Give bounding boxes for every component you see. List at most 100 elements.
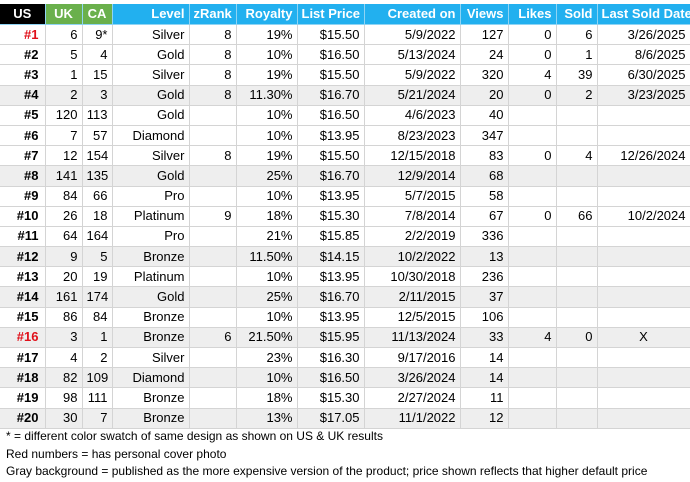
- cell-zrank: 9: [189, 206, 237, 227]
- cell-ca: 66: [82, 186, 113, 207]
- cell-level: Bronze: [112, 408, 190, 429]
- cell-views: 12: [460, 408, 509, 429]
- cell-likes: 0: [508, 85, 557, 106]
- note-asterisk: * = different color swatch of same desig…: [6, 429, 383, 443]
- cell-likes: [508, 125, 557, 147]
- cell-list-price: $15.85: [297, 226, 365, 248]
- cell-uk: 86: [45, 307, 83, 328]
- cell-uk: 64: [45, 226, 83, 248]
- cell-us: #2: [0, 44, 46, 66]
- cell-created-on: 5/9/2022: [364, 24, 461, 46]
- cell-zrank: 8: [189, 85, 237, 106]
- cell-sold: [556, 266, 598, 288]
- header-created-on: Created on: [364, 4, 461, 25]
- cell-ca: 57: [82, 125, 113, 147]
- cell-last-sold-date: [597, 186, 690, 207]
- cell-created-on: 10/2/2022: [364, 246, 461, 268]
- cell-last-sold-date: [597, 367, 690, 389]
- cell-created-on: 12/5/2015: [364, 307, 461, 328]
- cell-us: #3: [0, 64, 46, 86]
- cell-us: #12: [0, 246, 46, 268]
- cell-created-on: 5/21/2024: [364, 85, 461, 106]
- cell-sold: [556, 307, 598, 328]
- table-row: #5 120 113 Gold 10% $16.50 4/6/2023 40: [0, 105, 690, 126]
- cell-created-on: 2/2/2019: [364, 226, 461, 248]
- cell-last-sold-date: [597, 286, 690, 308]
- cell-zrank: 8: [189, 44, 237, 66]
- header-zrank: zRank: [189, 4, 237, 25]
- cell-royalty: 21.50%: [236, 327, 298, 349]
- header-royalty: Royalty: [236, 4, 298, 25]
- cell-last-sold-date: 6/30/2025: [597, 64, 690, 86]
- cell-ca: 9*: [82, 24, 113, 46]
- cell-royalty: 11.30%: [236, 85, 298, 106]
- cell-last-sold-date: [597, 246, 690, 268]
- cell-royalty: 10%: [236, 266, 298, 288]
- cell-likes: [508, 226, 557, 248]
- cell-list-price: $16.70: [297, 286, 365, 308]
- cell-created-on: 7/8/2014: [364, 206, 461, 227]
- cell-royalty: 10%: [236, 44, 298, 66]
- header-row: US UK CA Level zRank Royalty List Price …: [0, 4, 690, 25]
- cell-ca: 135: [82, 165, 113, 187]
- cell-us: #4: [0, 85, 46, 106]
- cell-zrank: [189, 266, 237, 288]
- cell-uk: 2: [45, 85, 83, 106]
- cell-level: Silver: [112, 64, 190, 86]
- cell-uk: 30: [45, 408, 83, 429]
- cell-created-on: 11/1/2022: [364, 408, 461, 429]
- table-row: #20 30 7 Bronze 13% $17.05 11/1/2022 12: [0, 408, 690, 429]
- cell-us: #1: [0, 24, 46, 46]
- cell-royalty: 19%: [236, 64, 298, 86]
- cell-list-price: $14.15: [297, 246, 365, 268]
- cell-uk: 20: [45, 266, 83, 288]
- cell-zrank: 8: [189, 24, 237, 46]
- cell-us: #15: [0, 307, 46, 328]
- cell-last-sold-date: [597, 387, 690, 409]
- cell-us: #18: [0, 367, 46, 389]
- cell-uk: 141: [45, 165, 83, 187]
- cell-likes: [508, 246, 557, 268]
- cell-sold: 2: [556, 85, 598, 106]
- cell-us: #5: [0, 105, 46, 126]
- cell-likes: [508, 367, 557, 389]
- cell-list-price: $15.50: [297, 64, 365, 86]
- cell-zrank: [189, 186, 237, 207]
- cell-uk: 26: [45, 206, 83, 227]
- cell-sold: [556, 387, 598, 409]
- cell-zrank: [189, 408, 237, 429]
- cell-royalty: 10%: [236, 367, 298, 389]
- cell-sold: 1: [556, 44, 598, 66]
- cell-list-price: $13.95: [297, 307, 365, 328]
- header-views: Views: [460, 4, 509, 25]
- cell-views: 347: [460, 125, 509, 147]
- cell-sold: [556, 246, 598, 268]
- cell-us: #16: [0, 327, 46, 349]
- cell-views: 67: [460, 206, 509, 227]
- cell-royalty: 21%: [236, 226, 298, 248]
- table-row: #1 6 9* Silver 8 19% $15.50 5/9/2022 127 0 6 3/26/2…: [0, 24, 690, 46]
- cell-zrank: [189, 125, 237, 147]
- note-red-numbers: Red numbers = has personal cover photo: [6, 446, 227, 461]
- cell-royalty: 10%: [236, 105, 298, 126]
- cell-royalty: 19%: [236, 145, 298, 167]
- cell-level: Silver: [112, 24, 190, 46]
- cell-sold: 66: [556, 206, 598, 227]
- cell-views: 236: [460, 266, 509, 288]
- table-row: #17 4 2 Silver 23% $16.30 9/17/2016 14: [0, 347, 690, 369]
- table-row: #16 3 1 Bronze 6 21.50% $15.95 11/13/2024 33 4 0 X: [0, 327, 690, 349]
- header-likes: Likes: [508, 4, 557, 25]
- cell-last-sold-date: [597, 408, 690, 429]
- table-row: #12 9 5 Bronze 11.50% $14.15 10/2/2022 13: [0, 246, 690, 268]
- cell-last-sold-date: [597, 266, 690, 288]
- header-sold: Sold: [556, 4, 598, 25]
- cell-zrank: 8: [189, 145, 237, 167]
- cell-last-sold-date: [597, 347, 690, 369]
- cell-uk: 12: [45, 145, 83, 167]
- cell-uk: 82: [45, 367, 83, 389]
- cell-views: 40: [460, 105, 509, 126]
- cell-level: Gold: [112, 286, 190, 308]
- cell-royalty: 25%: [236, 286, 298, 308]
- cell-sold: [556, 105, 598, 126]
- cell-sold: 4: [556, 145, 598, 167]
